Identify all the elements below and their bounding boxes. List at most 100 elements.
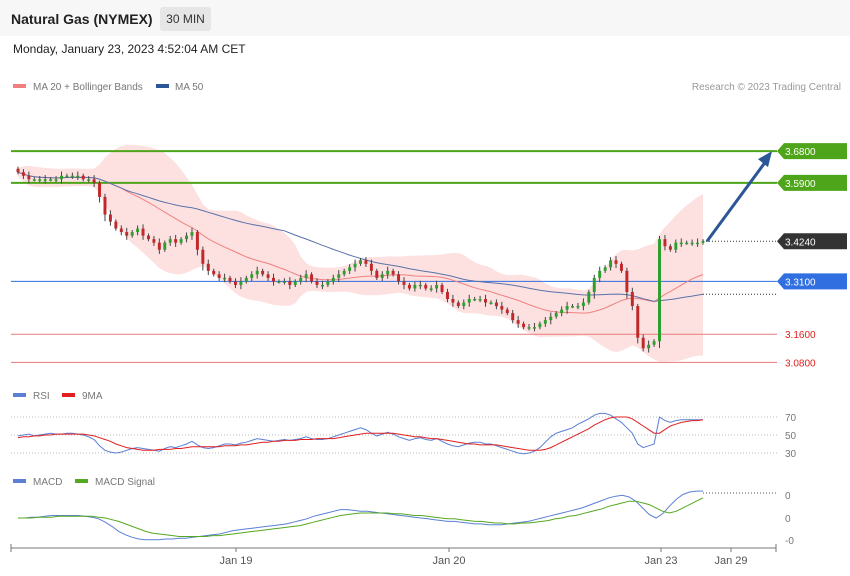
- candle-body: [146, 235, 150, 240]
- candle-body: [407, 284, 411, 289]
- timeframe-button[interactable]: 30 MIN: [160, 7, 211, 31]
- time-axis-label: Jan 29: [714, 555, 747, 567]
- candle-body: [103, 196, 107, 215]
- ma20-line: [17, 171, 704, 314]
- candle-body: [473, 299, 477, 301]
- candle-body: [250, 274, 254, 278]
- candle-body: [440, 284, 444, 292]
- candle-body: [315, 281, 319, 285]
- macd-tick-label: -0: [785, 536, 794, 547]
- time-axis-label: Jan 19: [219, 555, 252, 567]
- candle-body: [152, 239, 156, 243]
- legend-macd-signal-swatch: [75, 479, 88, 483]
- candle-body: [549, 316, 553, 321]
- candle-body: [277, 281, 281, 283]
- candle-body: [690, 242, 694, 245]
- candle-body: [609, 260, 613, 268]
- candle-body: [630, 291, 634, 307]
- candle-body: [516, 320, 520, 324]
- candle-body: [592, 277, 596, 292]
- candle-body: [282, 281, 286, 283]
- candle-body: [266, 274, 270, 278]
- candle-body: [43, 179, 47, 181]
- price-level-label: 3.4240: [785, 237, 816, 248]
- candle-body: [598, 270, 602, 278]
- candle-body: [386, 270, 390, 275]
- candle-body: [190, 232, 194, 236]
- candle-body: [201, 249, 205, 264]
- legend-ma20-swatch: [13, 84, 26, 88]
- candle-body: [348, 267, 352, 271]
- price-tag-pivot: [777, 273, 847, 290]
- candle-body: [636, 306, 640, 338]
- candle-body: [505, 309, 509, 314]
- candle-body: [310, 274, 314, 282]
- legend-macd-swatch: [13, 479, 26, 483]
- rsi-9ma-line: [17, 416, 704, 451]
- candle-body: [157, 242, 161, 250]
- candle-body: [429, 288, 433, 290]
- candle-body: [233, 281, 237, 285]
- candle-body: [179, 239, 183, 243]
- candle-body: [413, 284, 417, 289]
- candle-body: [195, 232, 199, 250]
- candle-body: [16, 168, 20, 173]
- candle-body: [54, 179, 58, 181]
- candle-body: [76, 175, 80, 178]
- candle-body: [380, 274, 384, 278]
- candle-body: [130, 232, 134, 236]
- legend-macd-signal-label: MACD Signal: [95, 477, 155, 488]
- candle-body: [571, 306, 575, 308]
- candle-body: [359, 260, 362, 264]
- price-tag-resistance: [777, 143, 847, 160]
- candle-body: [554, 313, 558, 317]
- candle-body: [304, 274, 308, 278]
- candle-body: [391, 270, 395, 275]
- legend-ma20-label: MA 20 + Bollinger Bands: [33, 82, 143, 93]
- price-level-label: 3.1600: [785, 330, 816, 341]
- candle-body: [114, 221, 118, 229]
- legend-9ma-swatch: [62, 393, 75, 397]
- legend-ma50-label: MA 50: [175, 82, 204, 93]
- candle-body: [136, 228, 140, 233]
- legend-rsi-swatch: [13, 393, 26, 397]
- legend-ma50-swatch: [156, 84, 169, 88]
- candle-body: [522, 323, 526, 328]
- datetime-label: Monday, January 23, 2023 4:52:04 AM CET: [13, 42, 246, 56]
- candle-body: [538, 323, 542, 328]
- candle-body: [663, 239, 667, 247]
- time-axis-label: Jan 23: [644, 555, 677, 567]
- candle-body: [446, 291, 449, 300]
- candle-body: [581, 302, 585, 307]
- candle-body: [65, 175, 69, 178]
- candle-body: [603, 267, 607, 271]
- candle-body: [451, 299, 455, 303]
- candle-body: [489, 302, 493, 305]
- candle-body: [402, 281, 406, 285]
- candle-body: [511, 313, 515, 321]
- candle-body: [353, 263, 357, 268]
- candle-body: [641, 337, 645, 349]
- candle-body: [565, 306, 569, 310]
- candle-body: [364, 260, 368, 264]
- candle-body: [244, 277, 248, 282]
- candle-body: [668, 246, 672, 250]
- legend-9ma-label: 9MA: [82, 391, 103, 402]
- candle-body: [679, 242, 683, 245]
- candle-body: [435, 284, 439, 289]
- candle-body: [21, 172, 25, 176]
- candle-body: [206, 263, 210, 271]
- candle-body: [527, 327, 531, 329]
- candle-body: [255, 270, 259, 275]
- candle-body: [652, 341, 656, 345]
- header-bar: [0, 0, 850, 36]
- candle-body: [108, 214, 112, 222]
- candle-body: [98, 182, 102, 197]
- candle-body: [467, 299, 471, 303]
- candle-body: [32, 179, 36, 181]
- candle-body: [163, 242, 167, 250]
- candle-body: [685, 242, 689, 245]
- rsi-tick-label: 50: [785, 431, 797, 442]
- candle-body: [92, 179, 96, 183]
- candle-body: [168, 239, 172, 243]
